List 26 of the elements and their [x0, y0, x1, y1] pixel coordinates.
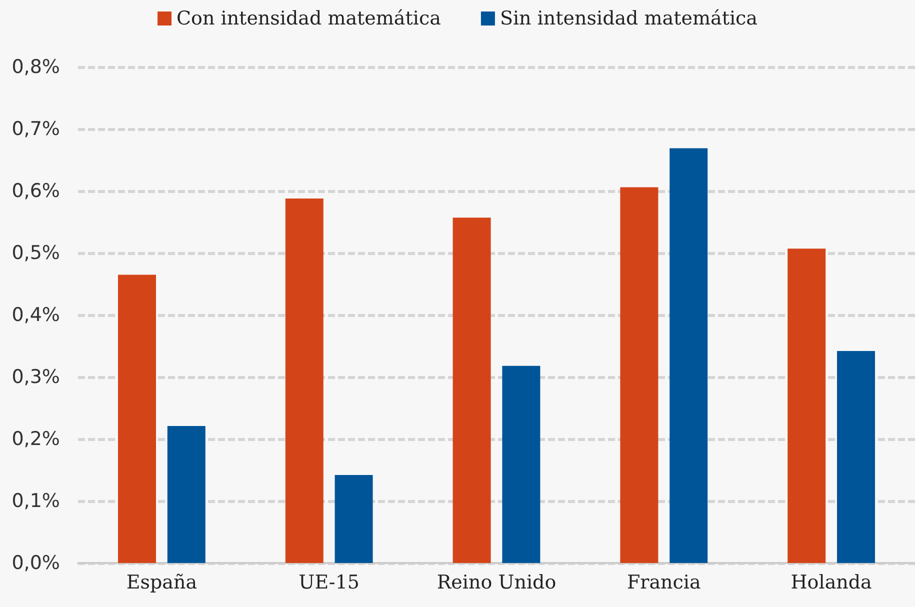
x-tick-label: Reino Unido	[436, 572, 556, 594]
bar	[334, 474, 373, 563]
legend-label: Sin intensidad matemática	[500, 8, 758, 30]
bar	[788, 248, 826, 563]
y-tick-label: 0,6%	[12, 180, 60, 202]
x-tick-label: España	[126, 572, 198, 594]
x-tick-label: UE-15	[298, 572, 360, 594]
bar	[620, 187, 658, 563]
y-tick-label: 0,1%	[12, 490, 60, 512]
bar	[670, 148, 708, 563]
y-tick-label: 0,8%	[12, 56, 60, 78]
y-tick-label: 0,3%	[12, 366, 60, 388]
y-tick-label: 0,7%	[12, 118, 60, 140]
bar	[118, 274, 156, 563]
bar	[502, 366, 540, 563]
bar	[167, 426, 206, 563]
y-tick-label: 0,0%	[12, 552, 60, 574]
x-tick-label: Holanda	[790, 572, 872, 594]
y-tick-label: 0,5%	[12, 242, 60, 264]
legend-label: Con intensidad matemática	[176, 8, 441, 30]
y-tick-label: 0,2%	[12, 428, 60, 450]
x-tick-label: Francia	[626, 572, 701, 594]
y-tick-label: 0,4%	[12, 304, 60, 326]
bar	[452, 218, 491, 563]
bar	[837, 350, 875, 563]
bar	[285, 198, 324, 563]
